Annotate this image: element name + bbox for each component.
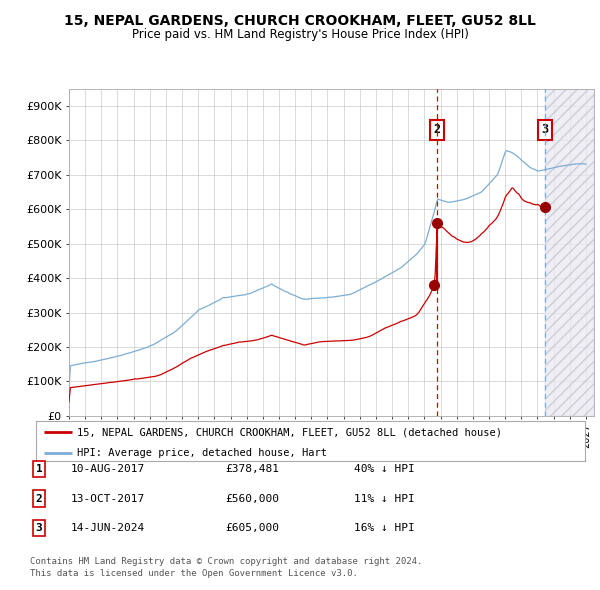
Text: 10-AUG-2017: 10-AUG-2017 (71, 464, 145, 474)
Text: 15, NEPAL GARDENS, CHURCH CROOKHAM, FLEET, GU52 8LL: 15, NEPAL GARDENS, CHURCH CROOKHAM, FLEE… (64, 14, 536, 28)
Text: 3: 3 (541, 123, 548, 136)
Text: This data is licensed under the Open Government Licence v3.0.: This data is licensed under the Open Gov… (30, 569, 358, 578)
Text: 13-OCT-2017: 13-OCT-2017 (71, 494, 145, 503)
Text: £378,481: £378,481 (225, 464, 279, 474)
Text: 11% ↓ HPI: 11% ↓ HPI (353, 494, 415, 503)
Text: 3: 3 (35, 523, 43, 533)
Text: 2: 2 (35, 494, 43, 503)
Text: Price paid vs. HM Land Registry's House Price Index (HPI): Price paid vs. HM Land Registry's House … (131, 28, 469, 41)
Text: 15, NEPAL GARDENS, CHURCH CROOKHAM, FLEET, GU52 8LL (detached house): 15, NEPAL GARDENS, CHURCH CROOKHAM, FLEE… (77, 428, 502, 438)
Text: 14-JUN-2024: 14-JUN-2024 (71, 523, 145, 533)
Text: 1: 1 (35, 464, 43, 474)
Text: £605,000: £605,000 (225, 523, 279, 533)
Text: HPI: Average price, detached house, Hart: HPI: Average price, detached house, Hart (77, 448, 327, 458)
Bar (545, 88, 594, 416)
Text: £560,000: £560,000 (225, 494, 279, 503)
Text: 2: 2 (434, 123, 441, 136)
Text: 16% ↓ HPI: 16% ↓ HPI (353, 523, 415, 533)
Text: Contains HM Land Registry data © Crown copyright and database right 2024.: Contains HM Land Registry data © Crown c… (30, 557, 422, 566)
Text: 40% ↓ HPI: 40% ↓ HPI (353, 464, 415, 474)
